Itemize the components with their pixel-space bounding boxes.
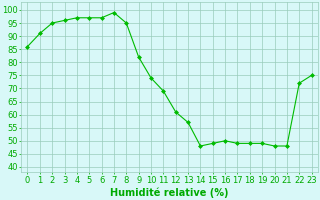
X-axis label: Humidité relative (%): Humidité relative (%)	[110, 187, 229, 198]
